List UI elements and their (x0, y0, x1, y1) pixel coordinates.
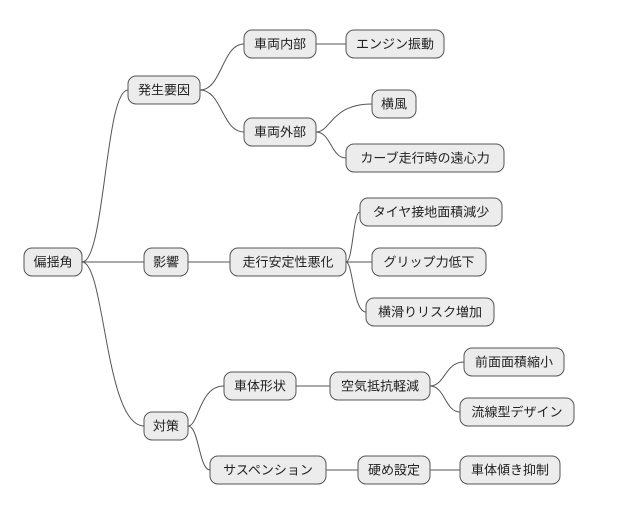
node-front: 前面面積縮小 (464, 348, 564, 376)
node-centri: カーブ走行時の遠心力 (346, 144, 504, 172)
node-label-int: 車両内部 (254, 36, 306, 51)
node-label-stream: 流線型デザイン (471, 404, 562, 419)
node-label-engine: エンジン振動 (356, 36, 434, 51)
node-root: 偏揺角 (24, 248, 82, 276)
node-ext: 車両外部 (244, 118, 316, 146)
edge-cause-ext (200, 90, 244, 132)
edge-stab-slip (346, 262, 366, 312)
edge-cause-int (200, 44, 244, 90)
node-susp: サスペンション (210, 456, 326, 484)
edge-counter-susp (188, 426, 210, 470)
edge-root-cause (82, 90, 128, 262)
node-label-cause: 発生要因 (138, 82, 190, 97)
node-stream: 流線型デザイン (460, 398, 574, 426)
node-aero: 空気抵抗軽減 (330, 372, 430, 400)
edge-aero-front (430, 362, 464, 386)
node-grip: グリップ力低下 (372, 248, 486, 276)
node-label-tilt: 車体傾き抑制 (471, 462, 549, 477)
node-label-front: 前面面積縮小 (475, 354, 553, 369)
node-cause: 発生要因 (128, 76, 200, 104)
edge-aero-stream (430, 386, 460, 412)
node-tire: タイヤ接地面積減少 (360, 198, 502, 226)
mindmap-canvas: 偏揺角 発生要因影響対策 車両内部車両外部 エンジン振動横風カーブ走行時の遠心力走行安… (0, 0, 628, 527)
node-effect: 影響 (144, 248, 188, 276)
node-label-effect: 影響 (153, 254, 179, 269)
node-counter: 対策 (144, 412, 188, 440)
node-label-stab: 走行安定性悪化 (242, 254, 333, 269)
node-label-shape: 車体形状 (234, 378, 286, 393)
node-label-centri: カーブ走行時の遠心力 (360, 150, 489, 165)
node-label-root: 偏揺角 (33, 254, 72, 269)
node-label-counter: 対策 (153, 418, 179, 433)
edge-ext-wind (316, 104, 372, 132)
node-slip: 横滑りリスク増加 (366, 298, 494, 326)
nodes: 偏揺角 発生要因影響対策 車両内部車両外部 エンジン振動横風カーブ走行時の遠心力走行安… (24, 30, 574, 484)
node-hard: 硬め設定 (358, 456, 430, 484)
node-int: 車両内部 (244, 30, 316, 58)
node-label-hard: 硬め設定 (368, 462, 420, 477)
edge-root-counter (82, 262, 144, 426)
node-wind: 横風 (372, 90, 416, 118)
node-shape: 車体形状 (224, 372, 296, 400)
node-label-susp: サスペンション (223, 462, 313, 477)
node-stab: 走行安定性悪化 (230, 248, 346, 276)
node-engine: エンジン振動 (346, 30, 444, 58)
node-label-wind: 横風 (381, 96, 407, 111)
node-label-tire: タイヤ接地面積減少 (373, 204, 490, 219)
node-tilt: 車体傾き抑制 (460, 456, 560, 484)
node-label-ext: 車両外部 (254, 124, 306, 139)
node-label-slip: 横滑りリスク増加 (378, 304, 482, 319)
edge-counter-shape (188, 386, 224, 426)
node-label-grip: グリップ力低下 (383, 254, 474, 269)
edge-stab-tire (346, 212, 360, 262)
node-label-aero: 空気抵抗軽減 (341, 378, 419, 393)
edge-ext-centri (316, 132, 346, 158)
